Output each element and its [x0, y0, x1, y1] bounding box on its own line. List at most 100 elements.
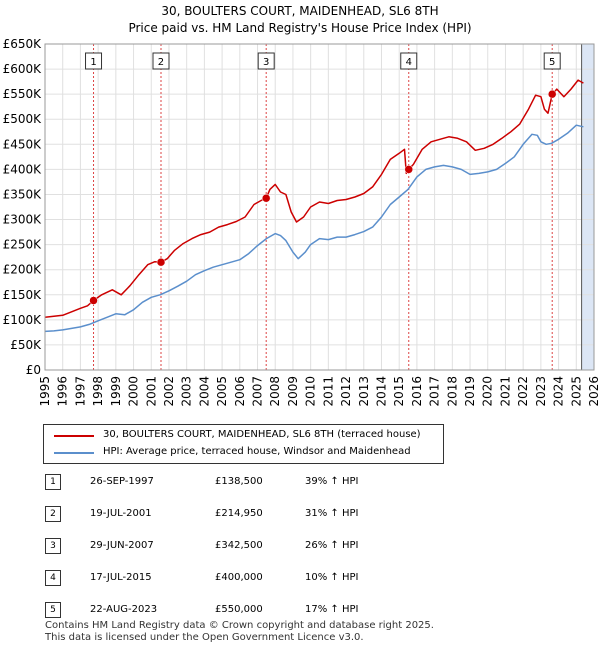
- footer-licence: This data is licensed under the Open Gov…: [45, 632, 364, 643]
- x-tick-label: 2025: [569, 376, 583, 407]
- sale-date: 22-AUG-2023: [90, 604, 158, 615]
- sale-date: 17-JUL-2015: [90, 572, 152, 583]
- x-tick-label: 2009: [286, 376, 300, 407]
- x-tick-label: 2001: [144, 376, 158, 407]
- x-tick-label: 2014: [374, 376, 388, 407]
- chart-title: 30, BOULTERS COURT, MAIDENHEAD, SL6 8TH: [161, 4, 439, 18]
- y-tick-label: £200K: [3, 263, 43, 277]
- plot-frame: [44, 43, 595, 371]
- sale-label-text: 5: [549, 57, 555, 68]
- x-tick-label: 1998: [91, 376, 105, 407]
- x-tick-label: 2024: [552, 376, 566, 407]
- y-tick-label: £500K: [3, 112, 43, 126]
- legend: 30, BOULTERS COURT, MAIDENHEAD, SL6 8TH …: [43, 424, 444, 464]
- sale-label: 1: [85, 52, 103, 70]
- sale-label: 5: [543, 52, 561, 70]
- sale-point: [404, 165, 414, 174]
- series-line-hpi: [44, 124, 584, 333]
- x-tick-label: 2011: [321, 376, 335, 407]
- sale-number: 3: [45, 538, 61, 554]
- sale-label: 3: [257, 52, 275, 70]
- table-row: 3 29-JUN-2007 £342,500 26% ↑ HPI: [0, 536, 600, 556]
- sale-hpi-diff: 17% ↑ HPI: [305, 604, 359, 615]
- sale-number: 5: [45, 602, 61, 618]
- x-tick-label: 1995: [38, 376, 52, 407]
- sale-date: 29-JUN-2007: [90, 540, 154, 551]
- x-tick-label: 2002: [162, 376, 176, 407]
- x-tick-label: 2018: [445, 376, 459, 407]
- y-tick-label: £400K: [3, 162, 43, 176]
- x-tick-label: 2023: [534, 376, 548, 407]
- sale-date: 19-JUL-2001: [90, 508, 152, 519]
- sale-label-text: 3: [263, 57, 269, 68]
- sale-label-box: [152, 52, 170, 70]
- sale-price: £400,000: [215, 572, 263, 583]
- sale-number: 4: [45, 570, 61, 586]
- y-tick-label: £600K: [3, 62, 43, 76]
- sale-price: £138,500: [215, 476, 263, 487]
- x-tick-label: 2010: [304, 376, 318, 407]
- legend-label-property: 30, BOULTERS COURT, MAIDENHEAD, SL6 8TH …: [103, 429, 421, 440]
- sale-date: 26-SEP-1997: [90, 476, 154, 487]
- price-chart: £0 £50K £100K £150K £200K £250K £300K £350K £400…: [3, 37, 600, 407]
- sale-label-text: 1: [90, 57, 96, 68]
- x-tick-label: 2015: [392, 376, 406, 407]
- x-tick-label: 2008: [268, 376, 282, 407]
- x-tick-label: 1997: [73, 376, 87, 407]
- sale-label-box: [257, 52, 275, 70]
- table-row: 5 22-AUG-2023 £550,000 17% ↑ HPI: [0, 600, 600, 620]
- sale-hpi-diff: 39% ↑ HPI: [305, 476, 359, 487]
- y-tick-label: £550K: [3, 87, 43, 101]
- sale-point: [89, 296, 98, 305]
- sale-label-box: [543, 52, 561, 70]
- sale-number: 1: [45, 474, 61, 490]
- sale-number: 2: [45, 506, 61, 522]
- x-tick-label: 2007: [251, 376, 265, 407]
- y-tick-label: £0: [26, 363, 41, 377]
- table-row: 4 17-JUL-2015 £400,000 10% ↑ HPI: [0, 568, 600, 588]
- x-tick-label: 2020: [481, 376, 495, 407]
- sale-price: £550,000: [215, 604, 263, 615]
- chart-subtitle: Price paid vs. HM Land Registry's House …: [128, 21, 472, 35]
- x-tick-label: 2012: [339, 376, 353, 407]
- sale-price: £214,950: [215, 508, 263, 519]
- sale-point: [547, 89, 557, 99]
- y-tick-label: £650K: [3, 37, 43, 51]
- legend-swatch-property: [54, 435, 94, 437]
- x-tick-label: 2000: [127, 376, 141, 407]
- x-tick-label: 2003: [180, 376, 194, 407]
- y-tick-label: £300K: [3, 213, 43, 227]
- x-tick-label: 1996: [56, 376, 70, 407]
- y-tick-label: £50K: [10, 338, 42, 352]
- sale-point: [261, 193, 271, 203]
- footer-copyright: Contains HM Land Registry data © Crown c…: [45, 620, 434, 631]
- x-tick-label: 2004: [197, 376, 211, 407]
- sale-label-box: [400, 52, 418, 70]
- x-tick-label: 2017: [428, 376, 442, 407]
- y-tick-label: £450K: [3, 137, 43, 151]
- sale-label: 4: [400, 52, 418, 70]
- series-line-property: [44, 79, 584, 319]
- table-row: 2 19-JUL-2001 £214,950 31% ↑ HPI: [0, 504, 600, 524]
- table-row: 1 26-SEP-1997 £138,500 39% ↑ HPI: [0, 472, 600, 492]
- x-tick-label: 2006: [233, 376, 247, 407]
- x-tick-label: 2021: [498, 376, 512, 407]
- sale-price: £342,500: [215, 540, 263, 551]
- x-tick-label: 2019: [463, 376, 477, 407]
- sale-hpi-diff: 10% ↑ HPI: [305, 572, 359, 583]
- x-tick-label: 2013: [357, 376, 371, 407]
- sale-label: 2: [152, 52, 170, 70]
- sale-point: [156, 257, 166, 267]
- x-tick-label: 2005: [215, 376, 229, 407]
- x-tick-label: 2026: [587, 376, 600, 407]
- plot-area: [45, 44, 594, 370]
- y-tick-label: £150K: [3, 288, 43, 302]
- legend-label-hpi: HPI: Average price, terraced house, Wind…: [103, 446, 411, 457]
- legend-swatch-hpi: [54, 452, 94, 454]
- x-tick-label: 1999: [109, 376, 123, 407]
- y-tick-label: £100K: [3, 313, 43, 327]
- sale-label-text: 2: [158, 57, 164, 68]
- x-tick-label: 2016: [410, 376, 424, 407]
- forecast-shade: [581, 44, 594, 370]
- sale-hpi-diff: 31% ↑ HPI: [305, 508, 359, 519]
